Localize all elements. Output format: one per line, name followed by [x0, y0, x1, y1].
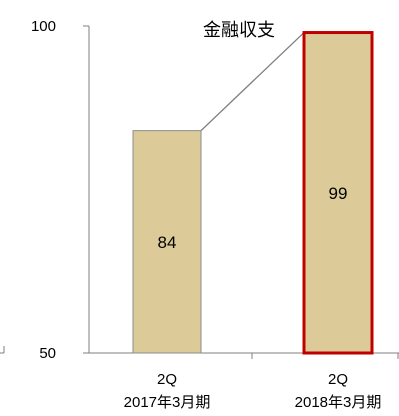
y-tick-label-top: 100 — [31, 18, 56, 35]
chart-title: 金融収支 — [203, 20, 275, 41]
bar-2018-value: 99 — [329, 184, 348, 203]
bar-2017 — [132, 130, 202, 354]
connector-line — [200, 32, 305, 132]
bar-2018 — [302, 31, 374, 355]
x-label-2017-line2: 2017年3月期 — [124, 394, 211, 411]
x-label-2018-line1: 2Q — [328, 371, 348, 388]
bar-2017-value: 84 — [158, 233, 177, 252]
x-label-2018-line2: 2018年3月期 — [295, 394, 382, 411]
x-label-2017-line1: 2Q — [157, 371, 177, 388]
y-axis: 100 50 — [31, 18, 90, 362]
y-tick-label-bottom: 50 — [39, 345, 56, 362]
